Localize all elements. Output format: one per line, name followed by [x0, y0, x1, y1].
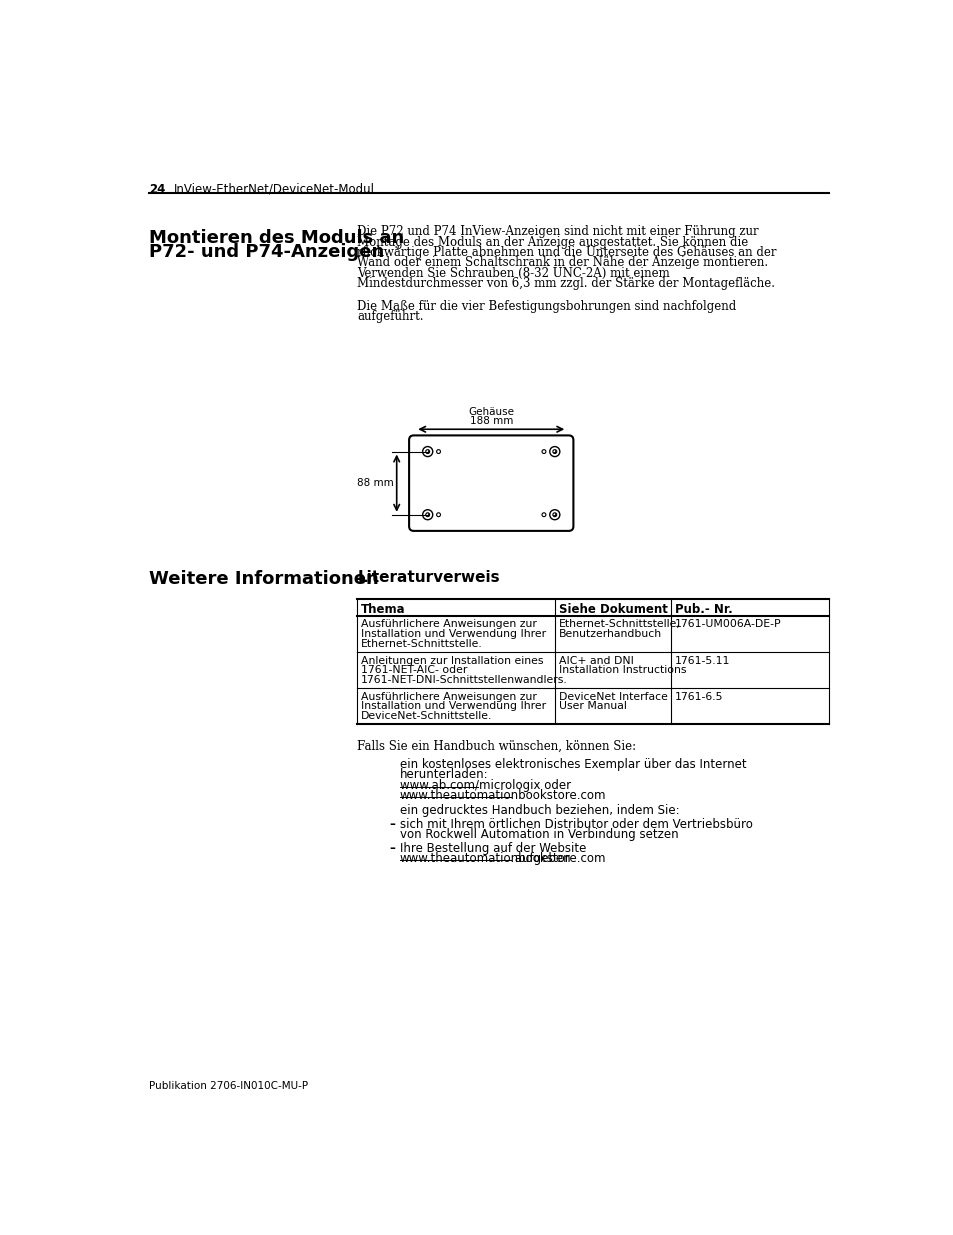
- Text: Ausführlichere Anweisungen zur: Ausführlichere Anweisungen zur: [360, 692, 537, 701]
- Text: Thema: Thema: [360, 603, 405, 615]
- Text: ein gedrucktes Handbuch beziehen, indem Sie:: ein gedrucktes Handbuch beziehen, indem …: [399, 804, 679, 818]
- Text: InView-EtherNet/DeviceNet-Modul: InView-EtherNet/DeviceNet-Modul: [173, 183, 375, 196]
- Text: Montieren des Moduls an: Montieren des Moduls an: [149, 228, 403, 247]
- Text: Installation und Verwendung Ihrer: Installation und Verwendung Ihrer: [360, 701, 546, 711]
- Text: DeviceNet-Schnittstelle.: DeviceNet-Schnittstelle.: [360, 711, 492, 721]
- FancyBboxPatch shape: [409, 436, 573, 531]
- Text: Siehe Dokument: Siehe Dokument: [558, 603, 667, 615]
- Text: Benutzerhandbuch: Benutzerhandbuch: [558, 629, 661, 638]
- Text: 24: 24: [149, 183, 165, 196]
- Text: Ihre Bestellung auf der Website: Ihre Bestellung auf der Website: [399, 841, 585, 855]
- Text: aufgeben: aufgeben: [511, 852, 570, 864]
- Text: rückwärtige Platte abnehmen und die Unterseite des Gehäuses an der: rückwärtige Platte abnehmen und die Unte…: [356, 246, 776, 259]
- Text: User Manual: User Manual: [558, 701, 626, 711]
- Text: 1761-NET-AIC- oder: 1761-NET-AIC- oder: [360, 666, 467, 676]
- Text: P72- und P74-Anzeigen: P72- und P74-Anzeigen: [149, 243, 383, 261]
- Text: Die P72 und P74 InView-Anzeigen sind nicht mit einer Führung zur: Die P72 und P74 InView-Anzeigen sind nic…: [356, 225, 758, 238]
- Text: –: –: [389, 818, 395, 831]
- Text: Die Maße für die vier Befestigungsbohrungen sind nachfolgend: Die Maße für die vier Befestigungsbohrun…: [356, 300, 736, 312]
- Text: Gehäuse: Gehäuse: [468, 406, 514, 417]
- Text: ein kostenloses elektronisches Exemplar über das Internet: ein kostenloses elektronisches Exemplar …: [399, 758, 745, 771]
- Text: –: –: [389, 841, 395, 855]
- Text: Ethernet-Schnittstelle,: Ethernet-Schnittstelle,: [558, 620, 679, 630]
- Text: Verwenden Sie Schrauben (8-32 UNC-2A) mit einem: Verwenden Sie Schrauben (8-32 UNC-2A) mi…: [356, 267, 669, 280]
- Text: DeviceNet Interface: DeviceNet Interface: [558, 692, 667, 701]
- Text: AIC+ and DNI: AIC+ and DNI: [558, 656, 633, 666]
- Text: Publikation 2706-IN010C-MU-P: Publikation 2706-IN010C-MU-P: [149, 1082, 308, 1092]
- Text: Anleitungen zur Installation eines: Anleitungen zur Installation eines: [360, 656, 543, 666]
- Text: 188 mm: 188 mm: [469, 416, 513, 426]
- Text: Pub.- Nr.: Pub.- Nr.: [674, 603, 732, 615]
- Text: aufgeführt.: aufgeführt.: [356, 310, 423, 324]
- Text: 1761-UM006A-DE-P: 1761-UM006A-DE-P: [674, 620, 781, 630]
- Text: Installation Instructions: Installation Instructions: [558, 666, 685, 676]
- Text: Ethernet-Schnittstelle.: Ethernet-Schnittstelle.: [360, 638, 482, 648]
- Text: sich mit Ihrem örtlichen Distributor oder dem Vertriebsbüro: sich mit Ihrem örtlichen Distributor ode…: [399, 818, 752, 831]
- Text: Ausführlichere Anweisungen zur: Ausführlichere Anweisungen zur: [360, 620, 537, 630]
- Text: www.ab.com/micrologix oder: www.ab.com/micrologix oder: [399, 779, 570, 792]
- Text: 1761-5.11: 1761-5.11: [674, 656, 730, 666]
- Text: www.theautomationbookstore.com: www.theautomationbookstore.com: [399, 789, 606, 803]
- Text: 88 mm: 88 mm: [356, 478, 394, 488]
- Text: 1761-NET-DNI-Schnittstellenwandlers.: 1761-NET-DNI-Schnittstellenwandlers.: [360, 674, 567, 685]
- Text: herunterladen:: herunterladen:: [399, 768, 488, 782]
- Text: Wand oder einem Schaltschrank in der Nähe der Anzeige montieren.: Wand oder einem Schaltschrank in der Näh…: [356, 257, 767, 269]
- Text: Installation und Verwendung Ihrer: Installation und Verwendung Ihrer: [360, 629, 546, 638]
- Text: 1761-6.5: 1761-6.5: [674, 692, 722, 701]
- Text: von Rockwell Automation in Verbindung setzen: von Rockwell Automation in Verbindung se…: [399, 829, 678, 841]
- Text: Mindestdurchmesser von 6,3 mm zzgl. der Stärke der Montagefläche.: Mindestdurchmesser von 6,3 mm zzgl. der …: [356, 277, 775, 290]
- Text: Weitere Informationen: Weitere Informationen: [149, 571, 378, 588]
- Text: www.theautomationbookstore.com: www.theautomationbookstore.com: [399, 852, 606, 864]
- Text: Falls Sie ein Handbuch wünschen, können Sie:: Falls Sie ein Handbuch wünschen, können …: [356, 740, 636, 752]
- Text: Montage des Moduls an der Anzeige ausgestattet. Sie können die: Montage des Moduls an der Anzeige ausges…: [356, 236, 748, 248]
- Text: Literaturverweis: Literaturverweis: [356, 571, 499, 585]
